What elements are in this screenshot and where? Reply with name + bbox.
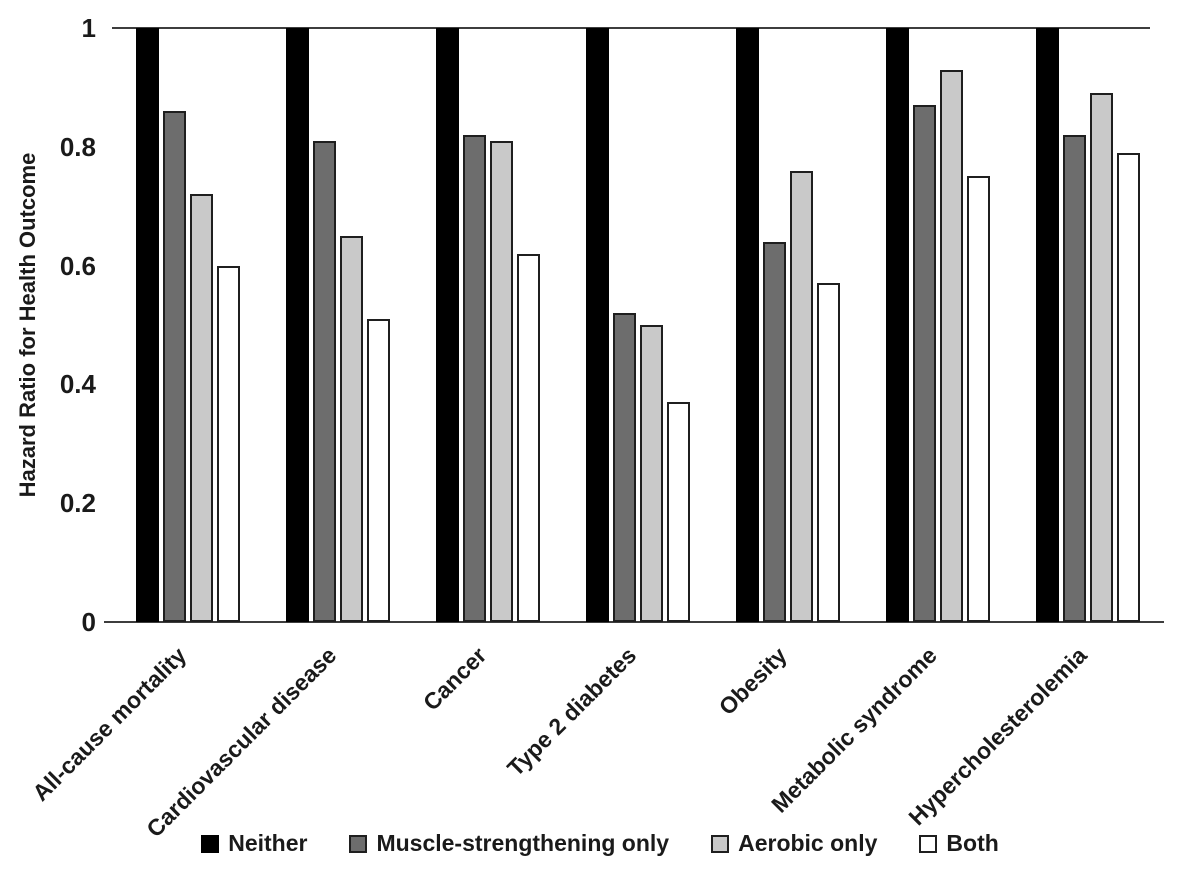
legend-item-both: Both — [919, 830, 999, 857]
bar-aerobic-only-cardiovascular-disease — [340, 236, 363, 622]
legend-marker-both-icon — [919, 834, 938, 853]
bar-both-hypercholesterolemia — [1117, 153, 1140, 622]
bar-neither-obesity — [736, 28, 759, 622]
y-tick-label-0-8: 0.8 — [59, 131, 96, 162]
bar-muscle-strengthening-only-metabolic-syndrome — [913, 105, 936, 622]
legend-item-muscle-strengthening-only: Muscle-strengthening only — [349, 830, 669, 857]
y-tick-label-0-2: 0.2 — [59, 488, 96, 519]
legend-item-neither: Neither — [201, 830, 307, 857]
bar-aerobic-only-type-2-diabetes — [640, 325, 663, 622]
bar-both-metabolic-syndrome — [967, 176, 990, 622]
y-axis-title: Hazard Ratio for Health Outcome — [15, 152, 40, 498]
bar-both-cancer — [517, 254, 540, 622]
bar-both-obesity — [817, 283, 840, 622]
legend-label-aerobic-only: Aerobic only — [738, 830, 878, 856]
y-tick-label-0-4: 0.4 — [59, 369, 96, 400]
legend-label-muscle-strengthening-only: Muscle-strengthening only — [376, 830, 670, 856]
legend-label-both: Both — [946, 830, 999, 856]
legend-item-aerobic-only: Aerobic only — [711, 830, 877, 857]
bar-muscle-strengthening-only-cancer — [463, 135, 486, 622]
bar-aerobic-only-metabolic-syndrome — [940, 70, 963, 622]
bar-neither-metabolic-syndrome — [886, 28, 909, 622]
bar-both-type-2-diabetes — [667, 402, 690, 622]
x-category-label-all-cause-mortality: All-cause mortality — [27, 642, 192, 806]
bar-aerobic-only-cancer — [490, 141, 513, 622]
chart-legend: Neither Muscle-strengthening only Aerobic … — [0, 830, 1200, 857]
bar-neither-cardiovascular-disease — [286, 28, 309, 622]
x-axis-baseline — [104, 621, 1164, 623]
bar-aerobic-only-all-cause-mortality — [190, 194, 213, 622]
bar-both-cardiovascular-disease — [367, 319, 390, 622]
bar-aerobic-only-obesity — [790, 171, 813, 622]
y-tick-label-0-6: 0.6 — [59, 250, 96, 281]
y-tick-label-0: 0 — [81, 607, 96, 637]
bar-neither-all-cause-mortality — [136, 28, 159, 622]
x-category-label-cancer: Cancer — [417, 642, 492, 716]
bar-neither-cancer — [436, 28, 459, 622]
bar-both-all-cause-mortality — [217, 266, 240, 622]
x-category-label-obesity: Obesity — [713, 642, 792, 721]
bar-neither-type-2-diabetes — [586, 28, 609, 622]
legend-marker-aerobic-only-icon — [711, 834, 730, 853]
bar-muscle-strengthening-only-cardiovascular-disease — [313, 141, 336, 622]
bar-muscle-strengthening-only-all-cause-mortality — [163, 111, 186, 622]
x-category-label-type-2-diabetes: Type 2 diabetes — [502, 642, 642, 782]
legend-marker-neither-icon — [201, 834, 220, 853]
x-category-label-metabolic-syndrome: Metabolic syndrome — [765, 642, 942, 818]
reference-line-hr-1 — [112, 27, 1150, 29]
legend-marker-muscle-strengthening-only-icon — [349, 834, 368, 853]
bar-aerobic-only-hypercholesterolemia — [1090, 93, 1113, 622]
legend-label-neither: Neither — [228, 830, 308, 856]
bar-neither-hypercholesterolemia — [1036, 28, 1059, 622]
bar-muscle-strengthening-only-hypercholesterolemia — [1063, 135, 1086, 622]
bar-muscle-strengthening-only-type-2-diabetes — [613, 313, 636, 622]
y-tick-label-1: 1 — [81, 13, 96, 43]
bar-muscle-strengthening-only-obesity — [763, 242, 786, 622]
